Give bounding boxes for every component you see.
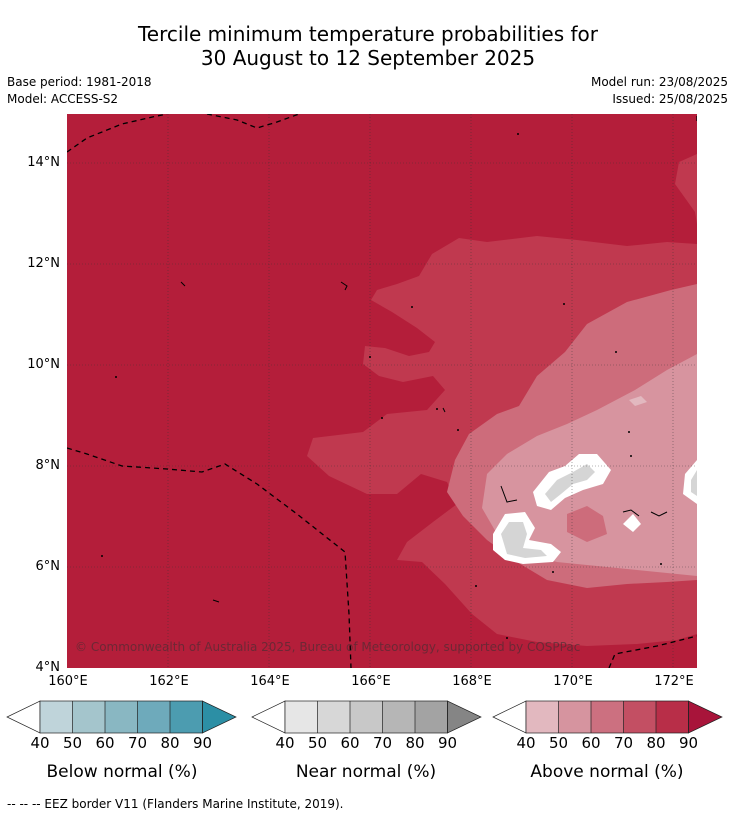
colorbar-below-70-80 [137, 701, 170, 733]
colorbar-above-under [492, 700, 527, 734]
colorbar-near-over [447, 700, 482, 734]
tick-below-70: 70 [127, 734, 148, 752]
meta-right: Model run: 23/08/2025 Issued: 25/08/2025 [591, 74, 728, 108]
colorbar-near-40-50 [285, 701, 318, 733]
tick-above-90: 90 [678, 734, 699, 752]
lon-label-168e: 168°E [452, 674, 492, 689]
issued-date: Issued: 25/08/2025 [612, 92, 728, 106]
colorbar-near-normal [251, 700, 482, 734]
tick-above-60: 60 [581, 734, 601, 752]
model-name: Model: ACCESS-S2 [7, 92, 119, 106]
tick-below-40: 40 [30, 734, 50, 752]
legend-below-normal: 40 50 60 70 80 90 [6, 700, 238, 752]
lon-label-172e: 172°E [654, 674, 694, 689]
island-outlines [180, 281, 668, 603]
legend-above-normal: 40 50 60 70 80 90 [492, 700, 724, 752]
contour-50-60-small [629, 396, 647, 406]
near-normal-area-1-fill [545, 464, 595, 502]
eez-borders [67, 114, 697, 668]
colorbar-above-over [688, 700, 723, 734]
title-line-2: 30 August to 12 September 2025 [200, 46, 536, 70]
tick-near-90: 90 [437, 734, 458, 752]
near-normal-area-2-fill [501, 522, 547, 558]
meta-left: Base period: 1981-2018 Model: ACCESS-S2 [7, 74, 152, 108]
tick-above-40: 40 [516, 734, 536, 752]
lat-label-12n: 12°N [27, 256, 60, 271]
map-title: Tercile minimum temperature probabilitie… [0, 22, 736, 70]
colorbar-near-80-90 [415, 701, 448, 733]
model-run: Model run: 23/08/2025 [590, 75, 728, 89]
map-grid [67, 114, 697, 668]
base-period: Base period: 1981-2018 [7, 75, 152, 89]
lat-label-4n: 4°N [35, 660, 61, 675]
near-normal-area-3-fill [691, 470, 697, 496]
ticks-above-normal: 40 50 60 70 80 90 [492, 734, 724, 752]
ticks-below-normal: 40 50 60 70 80 90 [6, 734, 238, 752]
map-canvas [67, 114, 697, 668]
tick-near-40: 40 [275, 734, 295, 752]
legend-title-near-normal: Near normal (%) [295, 762, 437, 782]
colorbar-below-40-50 [40, 701, 73, 733]
colorbar-above-normal [492, 700, 723, 734]
tick-below-90: 90 [192, 734, 213, 752]
colorbar-near-70-80 [382, 701, 415, 733]
legend-title-below-normal: Below normal (%) [46, 762, 198, 782]
colorbar-above-40-50 [526, 701, 559, 733]
tick-near-80: 80 [405, 734, 425, 752]
tick-near-50: 50 [307, 734, 328, 752]
lat-label-10n: 10°N [27, 357, 60, 372]
tick-below-80: 80 [160, 734, 180, 752]
ticks-near-normal: 40 50 60 70 80 90 [251, 734, 483, 752]
tick-near-60: 60 [340, 734, 360, 752]
colorbar-below-normal [6, 700, 237, 734]
colorbar-near-60-70 [350, 701, 383, 733]
legend-title-above-normal: Above normal (%) [530, 762, 684, 782]
colorbar-below-50-60 [72, 701, 105, 733]
colorbar-below-under [6, 700, 41, 734]
copyright-text: © Commonwealth of Australia 2025, Bureau… [75, 640, 581, 654]
colorbar-near-50-60 [317, 701, 350, 733]
title-line-1: Tercile minimum temperature probabilitie… [137, 22, 599, 46]
lat-label-6n: 6°N [35, 559, 61, 574]
near-normal-area-4 [623, 514, 641, 532]
legend-near-normal: 40 50 60 70 80 90 [251, 700, 483, 752]
tick-below-60: 60 [95, 734, 115, 752]
tick-above-50: 50 [548, 734, 569, 752]
colorbar-below-over [202, 700, 237, 734]
tick-above-70: 70 [613, 734, 634, 752]
colorbar-above-50-60 [558, 701, 591, 733]
tick-above-80: 80 [646, 734, 666, 752]
colorbar-above-70-80 [623, 701, 656, 733]
colorbar-below-60-70 [105, 701, 138, 733]
tick-below-50: 50 [62, 734, 83, 752]
island-dots [101, 133, 662, 639]
probability-map: © Commonwealth of Australia 2025, Bureau… [67, 114, 697, 668]
colorbar-near-under [251, 700, 286, 734]
lat-label-14n: 14°N [27, 155, 60, 170]
tick-near-70: 70 [372, 734, 393, 752]
lon-label-166e: 166°E [351, 674, 391, 689]
colorbar-above-80-90 [656, 701, 689, 733]
lat-label-8n: 8°N [35, 458, 61, 473]
colorbar-above-60-70 [591, 701, 624, 733]
lon-label-162e: 162°E [149, 674, 189, 689]
lon-label-160e: 160°E [48, 674, 88, 689]
eez-footer-note: -- -- -- EEZ border V11 (Flanders Marine… [7, 797, 344, 811]
lon-label-164e: 164°E [250, 674, 290, 689]
lon-label-170e: 170°E [553, 674, 593, 689]
contour-60-70-patch [567, 506, 607, 542]
colorbar-below-80-90 [170, 701, 203, 733]
